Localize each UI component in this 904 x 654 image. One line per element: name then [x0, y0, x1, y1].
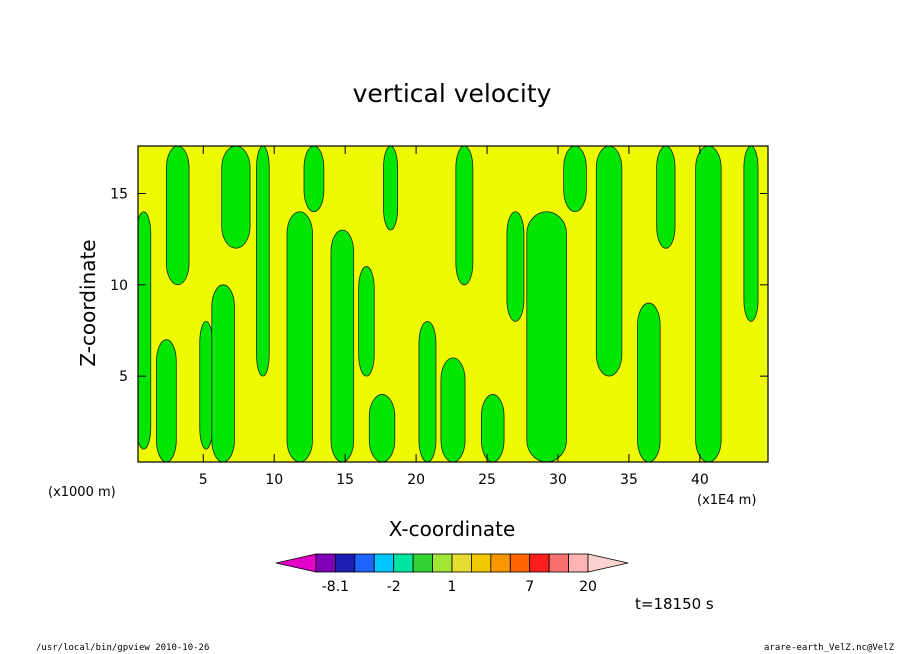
field-band-22: [656, 146, 676, 249]
chart-title: vertical velocity: [353, 79, 552, 108]
y-axis-label: Z-coordinate: [76, 239, 100, 366]
field-band-3: [199, 320, 213, 450]
x-tick-label-15: 15: [336, 472, 354, 488]
colorbar-swatch-3: [373, 553, 395, 573]
footer-right: arare-earth_VelZ.nc@VelZ: [764, 643, 895, 653]
x-tick-label-30: 30: [549, 472, 567, 488]
colorbar-label-3: 7: [525, 579, 534, 595]
field-band-4: [211, 284, 235, 462]
colorbar-swatch-9: [490, 553, 511, 573]
colorbar-swatch-10: [509, 553, 531, 573]
colorbar-swatch-13: [568, 553, 589, 573]
colorbar-arrow-low: [275, 553, 317, 573]
colorbar-swatch-6: [432, 553, 453, 573]
colorbar-swatch-7: [451, 553, 472, 573]
plot-frame: [137, 145, 769, 463]
footer-left: /usr/local/bin/gpview 2010-10-26: [36, 643, 210, 653]
field-band-2: [165, 146, 190, 286]
field-band-17: [506, 211, 525, 322]
colorbar-swatch-12: [548, 553, 569, 573]
colorbar-label-0: -8.1: [322, 579, 349, 595]
field-band-10: [358, 266, 375, 377]
colorbar-label-2: 1: [448, 579, 457, 595]
colorbar-swatch-0: [315, 553, 336, 573]
colorbar-swatch-1: [335, 553, 356, 573]
field-band-19: [563, 146, 587, 213]
field-band-0: [138, 211, 152, 450]
colorbar-swatch-2: [354, 553, 375, 573]
field-band-7: [286, 211, 313, 462]
field-band-16: [480, 394, 505, 462]
field-band-24: [743, 146, 759, 322]
x-unit-left: (x1000 m): [48, 485, 116, 500]
colorbar-swatch-11: [529, 553, 550, 573]
x-tick-label-5: 5: [199, 472, 208, 488]
field-band-12: [383, 146, 399, 231]
colorbar-arrow-high: [587, 553, 629, 573]
velocity-field: [138, 146, 768, 462]
field-band-21: [637, 302, 661, 462]
y-axis-ticks: 5 10 15: [110, 186, 768, 385]
colorbar-label-1: -2: [387, 579, 401, 595]
field-band-11: [368, 394, 396, 462]
field-band-20: [595, 146, 623, 377]
colorbar: -8.1 -2 1 7 20: [275, 553, 629, 595]
x-unit-right: (x1E4 m): [697, 493, 756, 508]
y-tick-label-15: 15: [110, 186, 128, 202]
x-tick-label-35: 35: [620, 472, 638, 488]
x-tick-label-25: 25: [478, 472, 496, 488]
field-band-14: [440, 357, 466, 462]
field-band-13: [418, 320, 437, 462]
field-band-6: [256, 146, 270, 377]
field-band-18: [526, 211, 567, 462]
x-tick-label-20: 20: [407, 472, 425, 488]
colorbar-swatch-8: [471, 553, 492, 573]
x-tick-label-40: 40: [691, 472, 709, 488]
x-axis-label: X-coordinate: [389, 517, 516, 541]
field-band-23: [695, 146, 722, 462]
field-band-9: [330, 229, 355, 462]
field-band-8: [303, 146, 325, 213]
colorbar-swatch-4: [393, 553, 414, 573]
time-label: t=18150 s: [635, 595, 714, 613]
field-band-1: [156, 339, 177, 462]
y-tick-label-10: 10: [110, 278, 128, 294]
colorbar-label-4: 20: [579, 579, 597, 595]
field-band-5: [221, 146, 251, 249]
x-axis-ticks: 5 10 15 20 25 30 35 40: [199, 146, 709, 488]
colorbar-swatch-5: [412, 553, 433, 573]
field-band-15: [455, 146, 474, 286]
y-tick-label-5: 5: [119, 369, 128, 385]
x-tick-label-10: 10: [265, 472, 283, 488]
